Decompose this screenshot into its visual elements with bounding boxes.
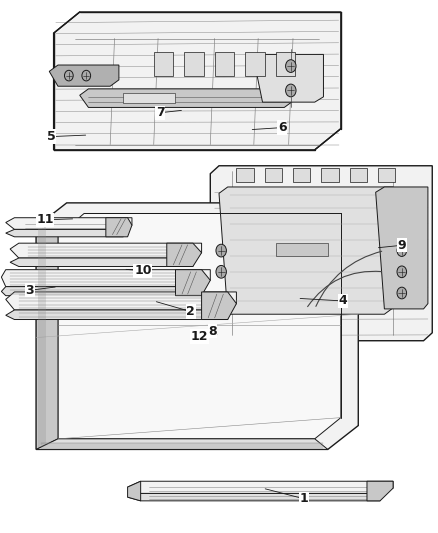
Polygon shape bbox=[237, 168, 254, 182]
Circle shape bbox=[397, 287, 406, 299]
Text: 10: 10 bbox=[134, 264, 152, 277]
Text: 3: 3 bbox=[25, 284, 34, 297]
Polygon shape bbox=[176, 270, 210, 296]
Polygon shape bbox=[106, 217, 132, 237]
Polygon shape bbox=[10, 258, 193, 266]
Text: 9: 9 bbox=[397, 239, 406, 252]
Polygon shape bbox=[6, 310, 228, 319]
Polygon shape bbox=[80, 89, 293, 108]
Polygon shape bbox=[184, 52, 204, 76]
Polygon shape bbox=[276, 52, 295, 76]
Circle shape bbox=[82, 70, 91, 81]
Polygon shape bbox=[276, 243, 328, 256]
Polygon shape bbox=[167, 243, 201, 266]
Polygon shape bbox=[10, 243, 201, 258]
Polygon shape bbox=[127, 481, 393, 494]
Polygon shape bbox=[210, 166, 432, 341]
Text: 6: 6 bbox=[278, 121, 286, 134]
Polygon shape bbox=[58, 214, 341, 439]
Text: 12: 12 bbox=[191, 330, 208, 343]
Text: 7: 7 bbox=[156, 106, 165, 119]
Polygon shape bbox=[245, 52, 265, 76]
Polygon shape bbox=[1, 270, 210, 287]
Text: 4: 4 bbox=[339, 294, 347, 308]
Text: 1: 1 bbox=[300, 492, 308, 505]
Polygon shape bbox=[293, 168, 311, 182]
Circle shape bbox=[397, 245, 406, 256]
Polygon shape bbox=[1, 287, 201, 296]
Text: 8: 8 bbox=[208, 325, 217, 338]
Polygon shape bbox=[350, 168, 367, 182]
Polygon shape bbox=[49, 65, 119, 86]
Polygon shape bbox=[36, 439, 328, 449]
Polygon shape bbox=[376, 187, 428, 309]
Circle shape bbox=[216, 244, 226, 257]
Polygon shape bbox=[215, 52, 234, 76]
Polygon shape bbox=[53, 12, 341, 150]
Polygon shape bbox=[321, 168, 339, 182]
Polygon shape bbox=[36, 227, 58, 449]
Polygon shape bbox=[154, 52, 173, 76]
Polygon shape bbox=[127, 481, 141, 501]
Polygon shape bbox=[6, 217, 132, 229]
Text: 2: 2 bbox=[186, 305, 195, 318]
Polygon shape bbox=[219, 187, 393, 314]
Circle shape bbox=[286, 84, 296, 97]
Text: 5: 5 bbox=[47, 130, 56, 143]
Polygon shape bbox=[367, 481, 393, 501]
Polygon shape bbox=[378, 168, 395, 182]
Polygon shape bbox=[123, 93, 176, 103]
Polygon shape bbox=[36, 203, 358, 449]
Polygon shape bbox=[6, 292, 237, 310]
Circle shape bbox=[397, 266, 406, 278]
Circle shape bbox=[216, 265, 226, 278]
Text: 11: 11 bbox=[36, 213, 54, 227]
Polygon shape bbox=[201, 292, 237, 319]
Polygon shape bbox=[254, 54, 323, 102]
Circle shape bbox=[64, 70, 73, 81]
Circle shape bbox=[286, 60, 296, 72]
Polygon shape bbox=[265, 168, 282, 182]
Polygon shape bbox=[6, 229, 123, 237]
Polygon shape bbox=[127, 494, 380, 501]
